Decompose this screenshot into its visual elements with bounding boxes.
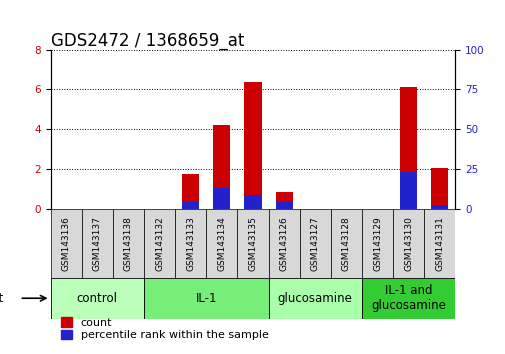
- Text: GSM143130: GSM143130: [403, 216, 413, 271]
- Text: GSM143126: GSM143126: [279, 216, 288, 271]
- Text: GSM143132: GSM143132: [155, 216, 164, 271]
- Bar: [244, 82, 261, 209]
- Bar: [213, 188, 230, 209]
- Bar: [430, 168, 447, 209]
- Bar: [175, 209, 206, 278]
- Bar: [50, 278, 144, 319]
- Text: IL-1: IL-1: [195, 292, 217, 305]
- Bar: [361, 209, 392, 278]
- Text: control: control: [77, 292, 118, 305]
- Bar: [399, 87, 417, 209]
- Text: agent: agent: [0, 292, 4, 305]
- Text: GSM143138: GSM143138: [124, 216, 133, 271]
- Bar: [275, 192, 292, 209]
- Text: GSM143135: GSM143135: [248, 216, 257, 271]
- Text: GSM143129: GSM143129: [372, 216, 381, 271]
- Bar: [50, 209, 82, 278]
- Bar: [330, 209, 361, 278]
- Bar: [206, 209, 237, 278]
- Text: GSM143131: GSM143131: [434, 216, 443, 271]
- Bar: [399, 172, 417, 209]
- Text: GSM143134: GSM143134: [217, 216, 226, 271]
- Text: glucosamine: glucosamine: [277, 292, 352, 305]
- Text: GSM143137: GSM143137: [92, 216, 102, 271]
- Text: GDS2472 / 1368659_at: GDS2472 / 1368659_at: [50, 32, 243, 50]
- Bar: [268, 209, 299, 278]
- Bar: [275, 202, 292, 209]
- Bar: [244, 195, 261, 209]
- Bar: [430, 205, 447, 209]
- Bar: [237, 209, 268, 278]
- Bar: [299, 209, 330, 278]
- Bar: [392, 209, 423, 278]
- Bar: [361, 278, 454, 319]
- Text: GSM143133: GSM143133: [186, 216, 195, 271]
- Bar: [82, 209, 113, 278]
- Bar: [144, 209, 175, 278]
- Bar: [213, 125, 230, 209]
- Text: GSM143136: GSM143136: [62, 216, 71, 271]
- Text: IL-1 and
glucosamine: IL-1 and glucosamine: [371, 284, 445, 312]
- Bar: [113, 209, 144, 278]
- Text: GSM143128: GSM143128: [341, 216, 350, 271]
- Text: GSM143127: GSM143127: [310, 216, 319, 271]
- Bar: [182, 174, 199, 209]
- Bar: [144, 278, 268, 319]
- Bar: [268, 278, 361, 319]
- Bar: [423, 209, 454, 278]
- Bar: [182, 202, 199, 209]
- Legend: count, percentile rank within the sample: count, percentile rank within the sample: [56, 313, 272, 345]
